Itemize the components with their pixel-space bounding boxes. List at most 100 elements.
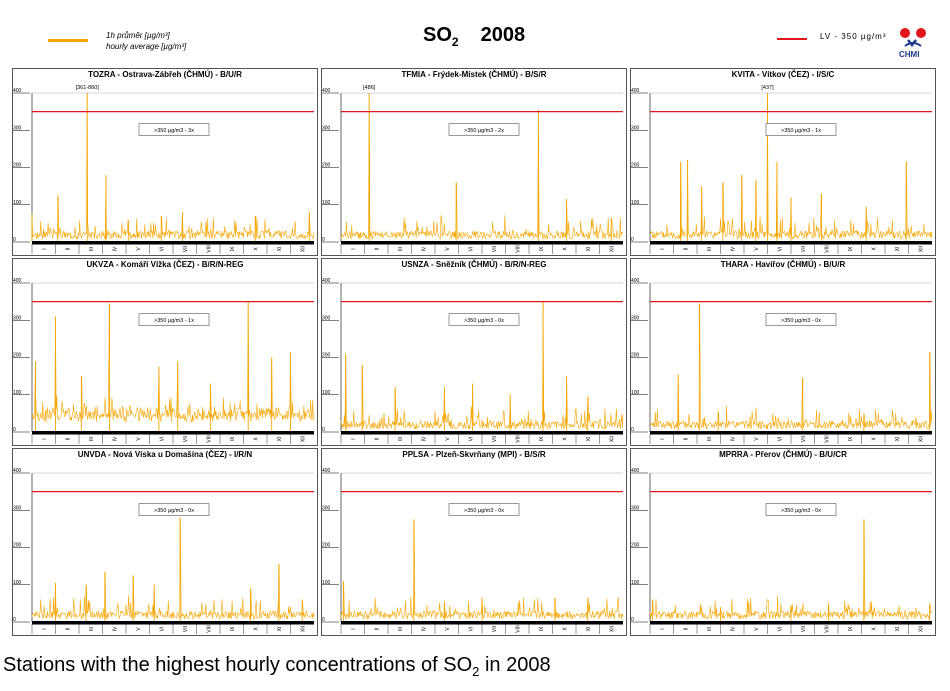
exceedance-label: >350 µg/m3 - 0x [464, 318, 504, 324]
month-label: VII [183, 436, 189, 442]
title-year: 2008 [480, 24, 526, 46]
station-chart: THARA - Havířov (ČHMÚ) - B/U/R 0 100 200 300… [630, 258, 936, 446]
station-chart: UNVDA - Nová Víska u Domašína (ČEZ) - I/… [12, 448, 318, 636]
month-label: XII [609, 436, 615, 442]
month-label: VI [468, 437, 474, 442]
month-label: XI [895, 437, 901, 442]
station-title: KVITA - Vítkov (ČEZ) - I/S/C [732, 70, 835, 79]
exceedance-box [138, 313, 210, 326]
month-label: I [351, 438, 357, 439]
month-label: V [754, 437, 760, 441]
month-label: X [253, 247, 259, 251]
station-title: USNZA - Sněžník (ČHMÚ) - B/R/N-REG [401, 260, 546, 269]
exceedance-label: >350 µg/m3 - 0x [464, 508, 504, 514]
month-label: V [136, 437, 142, 441]
month-label: X [562, 627, 568, 631]
month-label: V [445, 437, 451, 441]
hourly-series-line [649, 303, 933, 430]
month-label: VIII [515, 625, 521, 633]
y-tick-label: 200 [631, 163, 640, 169]
month-label: VI [777, 627, 783, 632]
month-label: VIII [824, 625, 830, 633]
station-title: UNVDA - Nová Víska u Domašína (ČEZ) - I/… [78, 450, 253, 459]
month-label: X [871, 247, 877, 251]
month-label: X [253, 437, 259, 441]
station-chart: MPRRA - Přerov (ČHMÚ) - B/U/CR 0 100 200 300… [630, 448, 936, 636]
month-label: VII [801, 436, 807, 442]
month-label: VIII [515, 245, 521, 253]
y-tick-label: 0 [13, 237, 16, 243]
y-tick-label: 200 [13, 543, 22, 549]
month-label: XI [586, 437, 592, 442]
y-tick-label: 400 [631, 468, 640, 474]
series-legend-label-cz: 1h průměr [µg/m³] [106, 31, 170, 40]
y-tick-label: 100 [13, 580, 22, 586]
peak-value-label: [437] [761, 85, 774, 91]
y-tick-label: 300 [13, 125, 22, 131]
month-label: IX [848, 626, 854, 631]
figure-title: SO2 2008 [423, 24, 525, 49]
exceedance-box [138, 123, 210, 136]
y-tick-label: 100 [322, 200, 331, 206]
month-label: V [136, 627, 142, 631]
month-label: X [253, 627, 259, 631]
limit-legend-label: LV - 350 µg/m³ [820, 32, 887, 41]
series-legend-label-en: hourly average [µg/m³] [106, 42, 187, 51]
month-label: III [89, 627, 95, 631]
month-label: IV [730, 626, 736, 631]
month-label: VI [159, 627, 165, 632]
month-label: IX [539, 626, 545, 631]
month-label: VI [777, 437, 783, 442]
month-label: XI [586, 247, 592, 252]
month-label: XII [609, 626, 615, 632]
station-chart: KVITA - Vítkov (ČEZ) - I/S/C 0 100 200 300 40… [630, 68, 936, 256]
month-label: XII [918, 246, 924, 252]
month-label: IX [230, 436, 236, 441]
month-label: X [562, 437, 568, 441]
month-label: XII [300, 246, 306, 252]
station-title: TFMIA - Frýdek-Místek (ČHMÚ) - B/S/R [401, 70, 546, 79]
month-label: IX [230, 246, 236, 251]
panel-frame [321, 68, 627, 256]
exceedance-label: >350 µg/m3 - 1x [781, 128, 821, 134]
month-label: III [398, 627, 404, 631]
month-label: III [398, 247, 404, 251]
month-label: V [136, 247, 142, 251]
y-tick-label: 400 [13, 88, 22, 94]
month-label: VIII [206, 625, 212, 633]
month-label: I [660, 438, 666, 439]
peak-value-label: [361-860] [76, 85, 100, 91]
caption-suffix: in 2008 [479, 654, 551, 676]
hourly-series-line [31, 92, 315, 240]
month-label: IX [539, 436, 545, 441]
y-tick-label: 0 [13, 427, 16, 433]
y-tick-label: 100 [13, 200, 22, 206]
month-label: XII [918, 626, 924, 632]
month-label: V [445, 247, 451, 251]
y-tick-label: 100 [631, 390, 640, 396]
station-title: PPLSA - Plzeň-Skvrňany (MPI) - B/S/R [402, 450, 546, 459]
panel-frame [630, 448, 936, 636]
hourly-series-line [31, 301, 315, 423]
y-tick-label: 200 [13, 353, 22, 359]
y-tick-label: 100 [631, 580, 640, 586]
y-tick-label: 400 [13, 468, 22, 474]
month-label: IX [230, 626, 236, 631]
y-tick-label: 0 [322, 237, 325, 243]
exceedance-box [138, 503, 210, 516]
month-label: V [754, 247, 760, 251]
caption-subscript: 2 [472, 664, 480, 679]
month-label: X [871, 437, 877, 441]
month-label: III [707, 437, 713, 441]
caption-prefix: Stations with the highest hourly concent… [3, 654, 473, 676]
y-tick-label: 400 [631, 88, 640, 94]
month-label: III [707, 627, 713, 631]
month-label: II [374, 438, 380, 441]
month-label: X [562, 247, 568, 251]
month-label: XI [895, 247, 901, 252]
y-tick-label: 200 [13, 163, 22, 169]
y-tick-label: 0 [13, 617, 16, 623]
slide-caption: Stations with the highest hourly concent… [3, 654, 551, 679]
month-label: VIII [206, 435, 212, 443]
month-label: XI [277, 247, 283, 252]
